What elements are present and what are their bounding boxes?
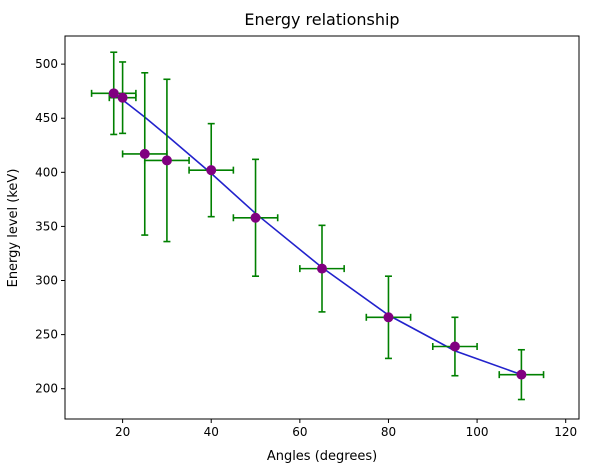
x-tick-label: 40 bbox=[204, 425, 219, 439]
x-axis: 20 40 60 80 100 120 bbox=[115, 419, 577, 439]
y-axis-label: Energy level (keV) bbox=[6, 169, 21, 288]
y-axis: 200 250 300 350 400 450 500 bbox=[35, 57, 65, 396]
x-tick-label: 80 bbox=[381, 425, 396, 439]
data-point bbox=[139, 148, 150, 159]
data-point bbox=[161, 155, 172, 166]
data-point bbox=[516, 369, 527, 380]
y-tick-label: 400 bbox=[35, 165, 58, 179]
fit-line bbox=[113, 92, 522, 376]
y-tick-label: 200 bbox=[35, 382, 58, 396]
y-tick-label: 300 bbox=[35, 274, 58, 288]
x-tick-label: 60 bbox=[292, 425, 307, 439]
y-tick-label: 250 bbox=[35, 328, 58, 342]
data-point bbox=[317, 263, 327, 274]
y-tick-label: 350 bbox=[35, 219, 58, 233]
data-point bbox=[449, 341, 460, 352]
axes-frame bbox=[64, 35, 580, 420]
data-point bbox=[108, 88, 119, 99]
data-point bbox=[117, 92, 128, 103]
plot-area bbox=[90, 51, 545, 401]
y-tick-label: 450 bbox=[35, 111, 58, 125]
x-tick-label: 120 bbox=[554, 425, 577, 439]
data-point bbox=[383, 312, 394, 323]
x-tick-label: 20 bbox=[115, 425, 130, 439]
chart-title: Energy relationship bbox=[244, 10, 399, 29]
data-point bbox=[206, 165, 217, 176]
x-axis-label: Angles (degrees) bbox=[267, 449, 377, 464]
data-point bbox=[250, 212, 261, 223]
x-tick-label: 100 bbox=[466, 425, 489, 439]
y-tick-label: 500 bbox=[35, 57, 58, 71]
